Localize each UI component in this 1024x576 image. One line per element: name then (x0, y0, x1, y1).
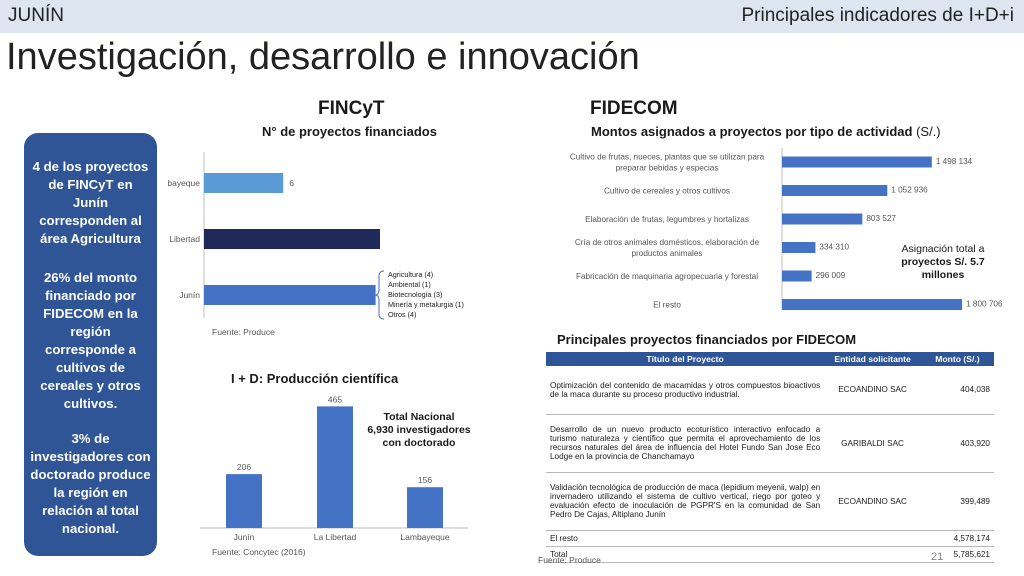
breakdown-item: Ambiental (1) (388, 280, 431, 289)
fincyt-value-label: 6 (289, 178, 294, 188)
project-title: Desarrollo de un nuevo producto ecoturís… (546, 414, 825, 473)
fincyt-breakdown: Agricultura (4) Ambiental (1) Biotecnolo… (388, 270, 464, 320)
fidecom-bar (782, 299, 963, 310)
proyectos-source: Fuente: Produce (538, 555, 601, 565)
fidecom-note: Asignación total a proyectos S/. 5.7 mil… (892, 243, 994, 282)
breakdown-item: Agricultura (4) (388, 270, 434, 279)
column-header-titulo: Título del Proyecto (546, 352, 825, 366)
region-label: JUNÍN (8, 5, 64, 26)
fidecom-value-label: 803 527 (866, 214, 896, 223)
fidecom-note-line: proyectos S/. 5.7 (901, 256, 985, 268)
produccion-bar (226, 474, 262, 528)
fidecom-bar (782, 185, 888, 196)
fincyt-bar (204, 285, 376, 305)
page-number: 21 (931, 551, 944, 563)
project-amount: 404,038 (920, 366, 994, 415)
breakdown-item: Minería y metalurgia (1) (388, 300, 464, 309)
project-entity: ECOANDINO SAC (824, 366, 921, 415)
fidecom-subtitle-text: Montos asignados a proyectos por tipo de… (591, 124, 913, 139)
summary-text-fincyt: 4 de los proyectos de FINCyT en Junín co… (32, 159, 149, 246)
total-label: Total (546, 546, 825, 563)
fidecom-note-line: millones (921, 269, 965, 281)
fidecom-subtitle: Montos asignados a proyectos por tipo de… (591, 124, 941, 139)
fincyt-source: Fuente: Produce (212, 327, 275, 337)
project-title: Validación tecnológica de producción de … (546, 472, 825, 531)
produccion-chart: 206 Junín 465 La Libertad 156 Lambayeque (200, 394, 468, 542)
fidecom-category-label: El resto (653, 301, 681, 310)
resto-label: El resto (546, 530, 825, 547)
produccion-value-label: 465 (328, 394, 342, 404)
fidecom-bar (782, 156, 932, 168)
table-row: Desarrollo de un nuevo producto ecoturís… (546, 414, 994, 473)
fincyt-category-label: Lambayeque (168, 178, 200, 188)
fidecom-value-label: 1 800 706 (966, 300, 1003, 309)
produccion-title: I + D: Producción científica (231, 371, 399, 386)
produccion-bar (317, 406, 353, 528)
fidecom-value-label: 1 498 134 (936, 157, 973, 166)
fidecom-category-label: Cría de otros animales domésticos, elabo… (575, 238, 760, 258)
fidecom-title: FIDECOM (590, 98, 678, 119)
project-amount: 403,920 (920, 414, 994, 473)
fidecom-value-label: 296 009 (816, 271, 846, 280)
fidecom-subtitle-unit: (S/.) (912, 124, 941, 139)
produccion-value-label: 206 (237, 462, 251, 472)
resto-amount: 4,578,174 (920, 530, 994, 547)
fincyt-bar (204, 229, 380, 249)
project-entity: ECOANDINO SAC (824, 472, 921, 531)
fincyt-bar (204, 173, 284, 193)
fincyt-category-label: La Libertad (168, 234, 200, 244)
fincyt-category-label: Junín (179, 290, 200, 300)
produccion-note-line: 6,930 investigadores (367, 424, 471, 436)
section-title: Principales indicadores de I+D+i (741, 5, 1015, 26)
breakdown-item: Otros (4) (388, 310, 417, 319)
summary-text-investigadores: 3% de investigadores con doctorado produ… (30, 431, 151, 536)
summary-text-fidecom: 26% del monto financiado por FIDECOM en … (40, 270, 141, 411)
fidecom-bar (782, 270, 812, 282)
fidecom-bar (782, 242, 816, 253)
produccion-category-label: Lambayeque (400, 532, 449, 542)
produccion-note: Total Nacional 6,930 investigadores con … (364, 411, 474, 450)
fidecom-chart: Cultivo de frutas, nueces, plantas que s… (570, 148, 1003, 310)
header-bar (0, 0, 1024, 33)
page-title: Investigación, desarrollo e innovación (6, 36, 640, 78)
total-amount: 5,785,621 (920, 546, 994, 563)
produccion-value-label: 156 (418, 475, 432, 485)
breakdown-item: Biotecnología (3) (388, 290, 443, 299)
table-row: Validación tecnológica de producción de … (546, 472, 994, 531)
fidecom-bar (782, 213, 863, 225)
table-row-total: Total 5,785,621 (546, 546, 994, 563)
produccion-category-label: Junín (234, 532, 255, 542)
column-header-monto: Monto (S/.) (920, 352, 994, 366)
fidecom-value-label: 334 310 (819, 243, 849, 252)
fidecom-category-label: Cultivo de frutas, nueces, plantas que s… (570, 153, 765, 173)
produccion-bar (407, 487, 443, 528)
fincyt-title: FINCyT (318, 98, 385, 119)
table-row-resto: El resto 4,578,174 (546, 530, 994, 547)
produccion-note-line: Total Nacional (383, 411, 455, 423)
produccion-source: Fuente: Concytec (2016) (212, 547, 306, 557)
proyectos-title: Principales proyectos financiados por FI… (557, 332, 857, 347)
fidecom-category-label: Cultivo de cereales y otros cultivos (604, 187, 730, 196)
produccion-note-line: con doctorado (382, 437, 456, 449)
summary-box: 4 de los proyectos de FINCyT en Junín co… (24, 133, 157, 556)
proyectos-table: Título del Proyecto Entidad solicitante … (546, 352, 994, 563)
produccion-category-label: La Libertad (314, 532, 357, 542)
breakdown-bracket (375, 270, 385, 320)
fidecom-note-line: Asignación total a (901, 243, 985, 255)
fincyt-subtitle: N° de proyectos financiados (262, 124, 437, 139)
fidecom-value-label: 1 052 936 (891, 186, 928, 195)
table-row: Optimización del contenido de macamidas … (546, 366, 994, 415)
table-header-row: Título del Proyecto Entidad solicitante … (546, 352, 994, 366)
project-amount: 399,489 (920, 472, 994, 531)
project-entity: GARIBALDI SAC (824, 414, 921, 473)
column-header-entidad: Entidad solicitante (824, 352, 921, 366)
fidecom-category-label: Fabricación de maquinaria agropecuaria y… (576, 272, 758, 281)
project-title: Optimización del contenido de macamidas … (546, 366, 825, 415)
fincyt-chart: Lambayeque6La Libertad17Junín13 (168, 152, 380, 318)
fidecom-category-label: Elaboración de frutas, legumbres y horta… (585, 215, 749, 224)
